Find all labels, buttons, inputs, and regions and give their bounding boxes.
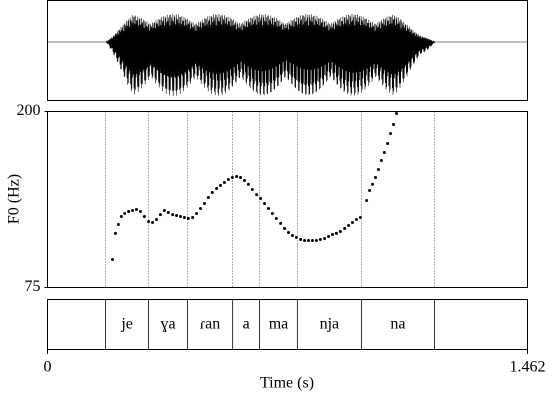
waveform-frame <box>47 0 528 101</box>
f0-point <box>358 216 362 220</box>
f0-point <box>131 208 135 212</box>
f0-point <box>191 216 195 220</box>
f0-point <box>290 234 294 238</box>
f0-point <box>186 217 190 221</box>
f0-point <box>155 217 159 221</box>
f0-point <box>158 213 162 217</box>
segment-label: a <box>243 316 250 333</box>
f0-point <box>368 188 372 192</box>
segment-label: ɣa <box>160 316 175 333</box>
f0-point <box>334 231 338 235</box>
f0-point <box>310 238 314 242</box>
y-tick-label: 200 <box>17 102 41 119</box>
f0-point <box>351 220 355 224</box>
f0-point <box>343 227 347 231</box>
f0-point <box>323 237 327 241</box>
f0-point <box>294 236 298 240</box>
f0-point <box>299 237 303 241</box>
f0-point <box>274 217 278 221</box>
f0-point <box>373 176 377 180</box>
f0-point <box>138 209 142 213</box>
f0-point <box>395 111 399 115</box>
f0-point <box>195 211 199 215</box>
x-tick-label: 1.462 <box>510 359 546 376</box>
f0-point <box>389 131 393 135</box>
f0-point <box>219 184 223 188</box>
f0-point <box>113 231 117 235</box>
waveform-signal <box>47 13 528 97</box>
f0-point <box>283 227 287 231</box>
f0-point <box>354 217 358 221</box>
f0-point <box>210 190 214 194</box>
segment-label: nja <box>320 316 340 333</box>
segment-label: je <box>120 316 133 333</box>
f0-point <box>171 213 175 217</box>
f0-point <box>382 150 386 154</box>
f0-point <box>127 209 131 213</box>
tier-frame <box>47 299 528 350</box>
f0-point <box>215 187 219 191</box>
f0-point <box>198 207 202 211</box>
f0-point <box>327 235 331 239</box>
segment-label: ɾan <box>200 316 220 333</box>
f0-point <box>239 176 243 180</box>
f0-point <box>235 175 239 179</box>
f0-point <box>147 219 151 223</box>
x-tick-label: 0 <box>44 359 52 376</box>
f0-point <box>392 122 396 126</box>
f0-point <box>279 221 283 225</box>
segment-label: na <box>390 316 405 333</box>
f0-point <box>162 208 166 212</box>
f0-point <box>242 178 246 182</box>
f0-point <box>119 215 123 219</box>
f0-point <box>230 176 234 180</box>
f0-point <box>307 238 311 242</box>
x-axis-label: Time (s) <box>260 375 314 392</box>
pitch-frame <box>47 111 528 288</box>
waveform <box>47 13 528 97</box>
f0-point <box>371 182 375 186</box>
f0-point <box>250 188 254 192</box>
f0-point <box>151 220 155 224</box>
f0-point <box>255 193 259 197</box>
f0-point <box>386 141 390 145</box>
f0-point <box>178 215 182 219</box>
f0-point <box>286 230 290 234</box>
f0-point <box>270 211 274 215</box>
y-tick-label: 75 <box>25 278 41 295</box>
f0-point <box>142 215 146 219</box>
segment-label: ma <box>269 316 289 333</box>
f0-point <box>314 238 318 242</box>
f0-point <box>116 223 120 227</box>
f0-point <box>222 180 226 184</box>
f0-point <box>379 158 383 162</box>
f0-point <box>134 207 138 211</box>
f0-point <box>166 210 170 214</box>
f0-point <box>259 197 263 201</box>
f0-point <box>123 211 127 215</box>
y-axis-label: F0 (Hz) <box>6 174 23 224</box>
f0-point <box>206 196 210 200</box>
f0-point <box>303 238 307 242</box>
f0-point <box>376 168 380 172</box>
f0-point <box>318 237 322 241</box>
f0-point <box>347 224 351 228</box>
f0-point <box>111 257 115 261</box>
f0-point <box>202 201 206 205</box>
f0-point <box>246 182 250 186</box>
f0-point <box>226 178 230 182</box>
f0-point <box>338 229 342 233</box>
f0-point <box>266 207 270 211</box>
f0-point <box>330 233 334 237</box>
f0-point <box>263 201 267 205</box>
f0-point <box>365 198 369 202</box>
f0-point <box>175 214 179 218</box>
f0-point <box>182 216 186 220</box>
